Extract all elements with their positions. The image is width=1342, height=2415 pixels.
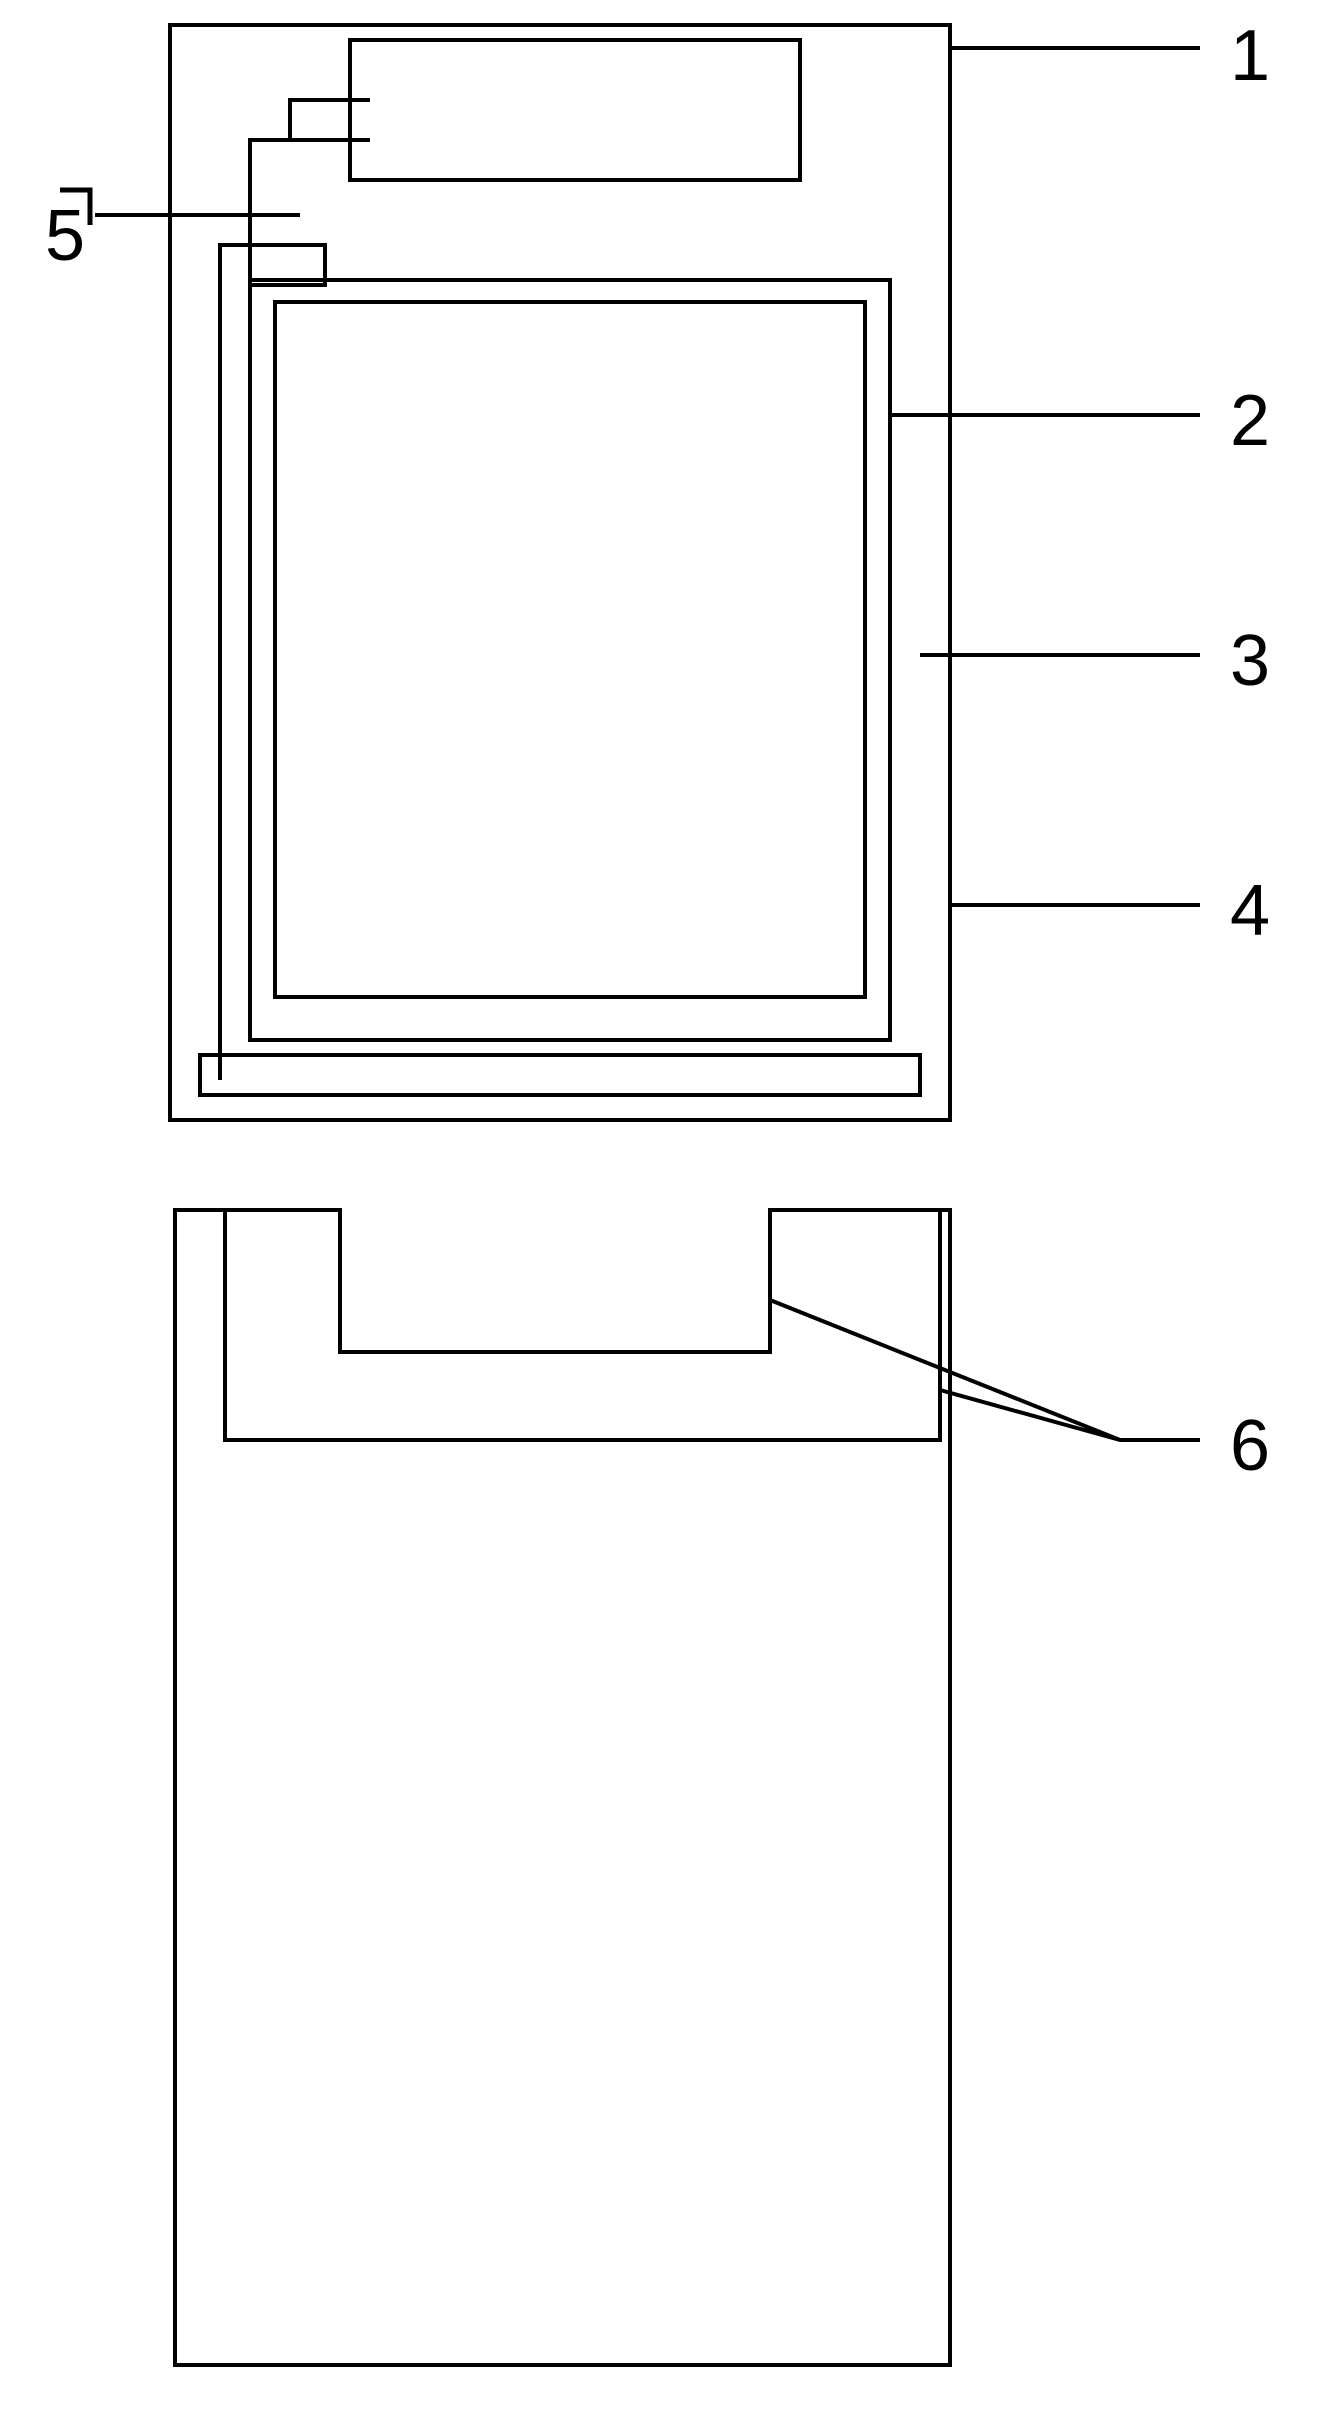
leader-6: [770, 1300, 1200, 1440]
label-1: 1: [1230, 15, 1270, 97]
inner-rect-outer: [250, 280, 890, 1040]
bottom-top-cutout: [225, 1210, 940, 1352]
diagram-svg: [0, 0, 1342, 2415]
top-outer-frame: [170, 25, 950, 1120]
bottom-bar-rect: [200, 1055, 920, 1095]
label-5: 5: [45, 195, 85, 277]
label-2: 2: [1230, 380, 1270, 462]
label-3: 3: [1230, 620, 1270, 702]
top-inner-rect-1: [350, 40, 800, 180]
diagram-container: 1 2 3 4 5 6: [0, 0, 1342, 2415]
bottom-outer-frame: [175, 1210, 950, 2365]
label-4: 4: [1230, 870, 1270, 952]
connector-branch: [290, 100, 370, 140]
inner-rect-inner: [275, 302, 865, 997]
label-6: 6: [1230, 1405, 1270, 1487]
